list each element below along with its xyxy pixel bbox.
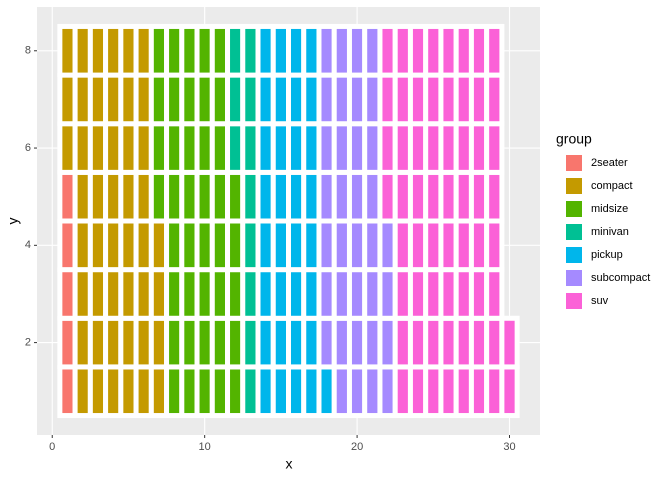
tile xyxy=(499,364,520,419)
x-tick-label: 0 xyxy=(49,441,55,453)
legend-key xyxy=(566,155,582,171)
x-axis-label: x xyxy=(286,456,293,472)
y-tick-label: 6 xyxy=(25,142,31,154)
x-tick-label: 30 xyxy=(503,441,515,453)
y-axis-label: y xyxy=(5,218,21,225)
y-tick-label: 2 xyxy=(25,336,31,348)
legend-label: pickup xyxy=(591,249,623,261)
x-tick-label: 10 xyxy=(199,441,211,453)
x-tick-label: 20 xyxy=(351,441,363,453)
legend-key xyxy=(566,247,582,263)
tile xyxy=(484,169,505,224)
tile xyxy=(484,218,505,273)
legend-label: compact xyxy=(591,180,633,192)
legend-title: group xyxy=(556,131,592,147)
legend-label: subcompact xyxy=(591,272,650,284)
legend-label: midsize xyxy=(591,203,628,215)
legend-key xyxy=(566,270,582,286)
legend-key xyxy=(566,224,582,240)
tile xyxy=(484,267,505,321)
tile xyxy=(484,121,505,175)
legend-key xyxy=(566,293,582,309)
y-tick-label: 8 xyxy=(25,45,31,57)
tile xyxy=(484,23,505,78)
legend-label: suv xyxy=(591,295,609,307)
legend-label: minivan xyxy=(591,226,629,238)
tile xyxy=(484,72,505,127)
legend-key xyxy=(566,201,582,217)
legend-label: 2seater xyxy=(591,157,628,169)
y-tick-label: 4 xyxy=(25,239,31,251)
tile xyxy=(499,315,520,370)
legend-key xyxy=(566,178,582,194)
